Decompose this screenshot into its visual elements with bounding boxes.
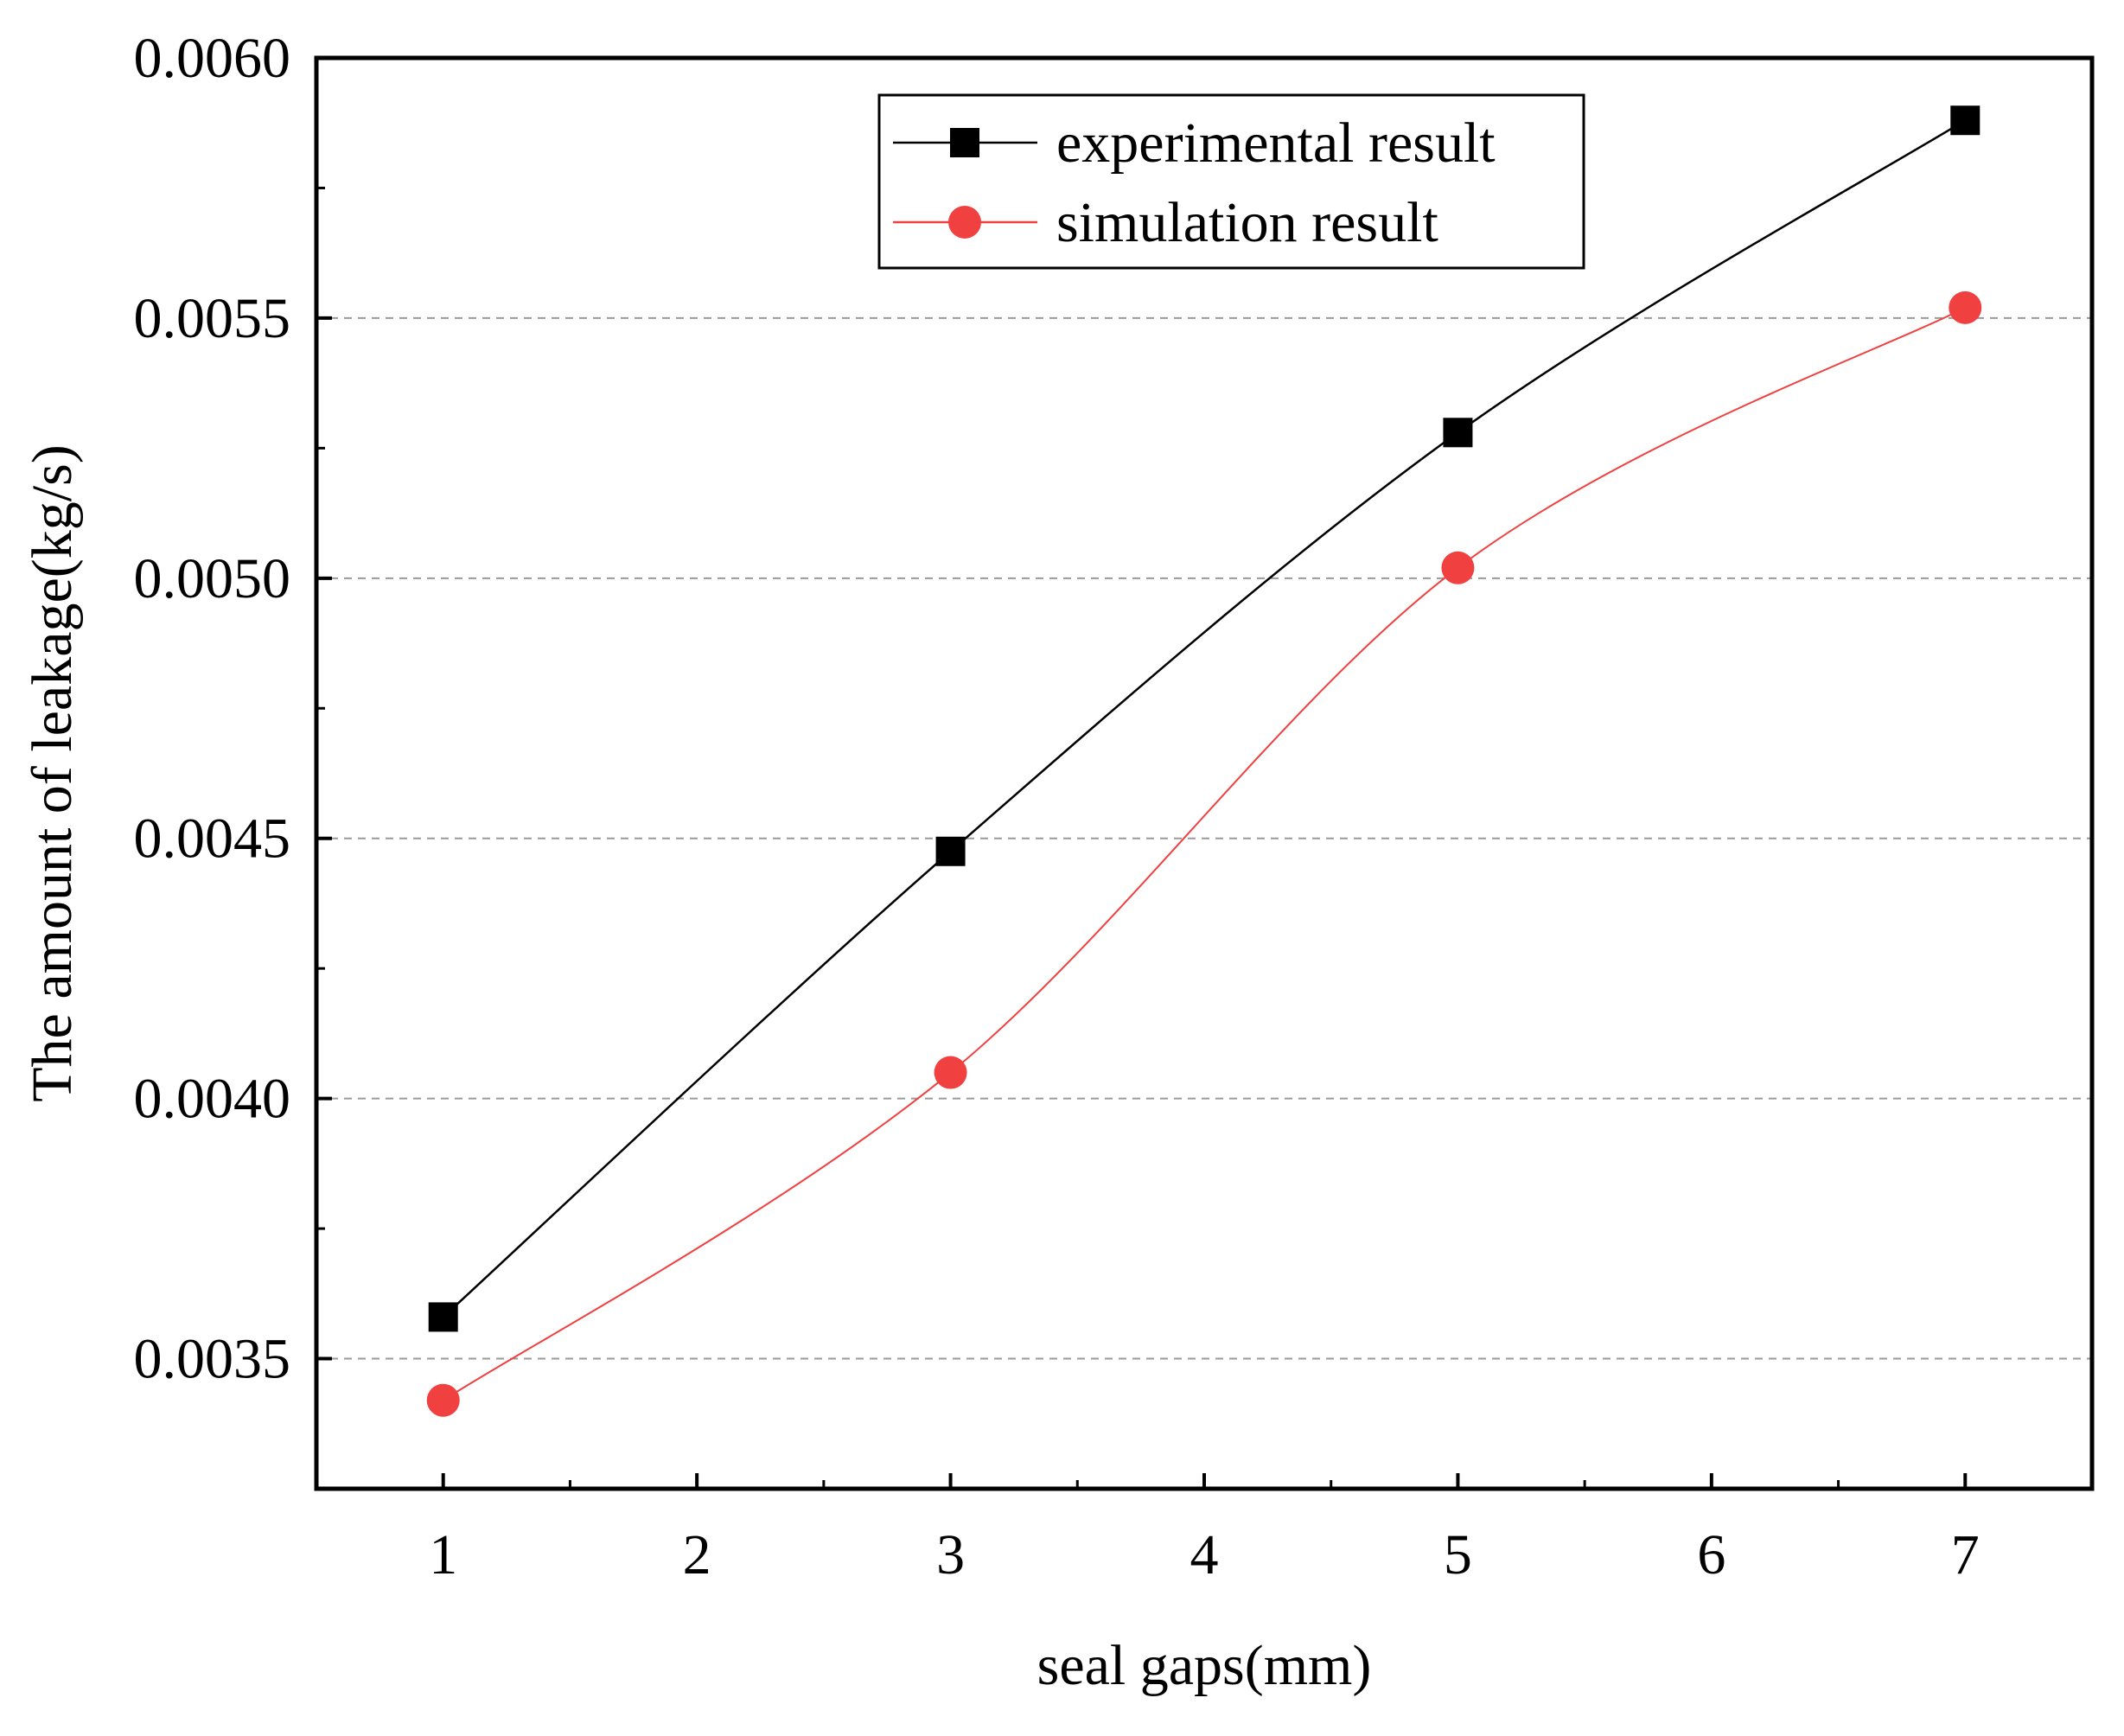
legend-box xyxy=(877,93,1585,270)
y-tick-label: 0.0035 xyxy=(134,1328,291,1391)
x-tick-label: 3 xyxy=(936,1523,965,1586)
data-point-simulation xyxy=(934,1056,967,1089)
data-point-experimental xyxy=(1443,418,1473,448)
grid-lines xyxy=(316,316,2092,1360)
y-tick-label: 0.0045 xyxy=(134,807,291,871)
data-point-simulation xyxy=(426,1383,460,1417)
y-axis-label: The amount of leakage(kg/s) xyxy=(21,444,84,1102)
data-point-experimental xyxy=(1950,105,1980,136)
series-line-simulation xyxy=(443,306,1966,1401)
x-tick-label: 6 xyxy=(1697,1523,1725,1586)
y-tick-label: 0.0055 xyxy=(134,287,291,350)
legend-marker-experimental xyxy=(950,128,979,157)
data-point-simulation xyxy=(1441,551,1475,584)
x-axis-label: seal gaps(mm) xyxy=(1037,1634,1372,1697)
series-layer xyxy=(442,119,1966,1401)
x-tick-label: 7 xyxy=(1951,1523,1980,1586)
x-tick-label: 1 xyxy=(429,1523,457,1586)
legend-label-simulation: simulation result xyxy=(1056,191,1438,254)
markers-layer xyxy=(426,105,1982,1417)
axis-ticks: 0.0035 0.0040 0.0045 0.0050 0.0055 0.0060 1 2 3 4… xyxy=(134,27,1980,1586)
data-point-experimental xyxy=(935,836,966,866)
legend-label-experimental: experimental result xyxy=(1056,112,1496,175)
x-tick-label: 5 xyxy=(1444,1523,1472,1586)
data-point-simulation xyxy=(1949,290,1982,324)
y-tick-label: 0.0040 xyxy=(134,1068,291,1131)
x-tick-label: 2 xyxy=(683,1523,711,1586)
series-line-experimental xyxy=(442,119,1966,1318)
data-point-experimental xyxy=(428,1302,458,1332)
y-tick-label: 0.0050 xyxy=(134,547,291,610)
x-tick-label: 4 xyxy=(1190,1523,1219,1586)
legend: experimental result simulation result xyxy=(877,93,1585,270)
legend-marker-simulation xyxy=(948,206,981,239)
y-tick-label: 0.0060 xyxy=(134,27,291,90)
